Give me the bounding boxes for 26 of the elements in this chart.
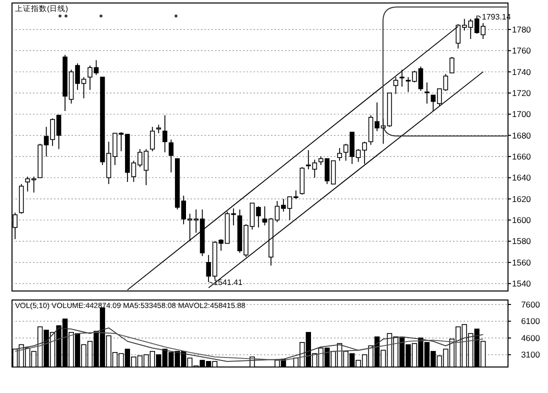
y-tick-label: 1620 bbox=[512, 194, 532, 204]
candlestick bbox=[168, 139, 174, 173]
candlestick bbox=[393, 76, 398, 95]
y-tick-label: 1580 bbox=[512, 236, 532, 246]
candlestick bbox=[150, 126, 155, 152]
y-tick-label: 1740 bbox=[512, 66, 532, 77]
y-tick-label: 1760 bbox=[512, 46, 532, 56]
y-tick-label: 1700 bbox=[512, 109, 532, 120]
y-tick-label: 1560 bbox=[512, 257, 532, 268]
y-tick-label: 1680 bbox=[512, 130, 532, 140]
y-tick-label: 4600 bbox=[521, 332, 540, 343]
y-tick-label: 1600 bbox=[512, 215, 532, 226]
y-tick-label: 1720 bbox=[512, 88, 532, 98]
candlestick bbox=[162, 114, 168, 153]
y-tick-label: 1640 bbox=[512, 172, 532, 183]
y-tick-label: 1540 bbox=[512, 278, 532, 289]
y-tick-label: 7600 bbox=[521, 299, 540, 310]
candlestick bbox=[337, 148, 342, 162]
y-tick-label: 1660 bbox=[512, 152, 532, 162]
annotation: 1541.41 bbox=[214, 278, 244, 288]
candlestick bbox=[424, 82, 430, 104]
candlestick bbox=[400, 69, 404, 88]
y-tick-label: 3100 bbox=[521, 350, 540, 360]
y-tick-label: 1780 bbox=[512, 24, 532, 34]
candlestick bbox=[450, 56, 454, 74]
y-tick-label: 6100 bbox=[521, 316, 540, 326]
